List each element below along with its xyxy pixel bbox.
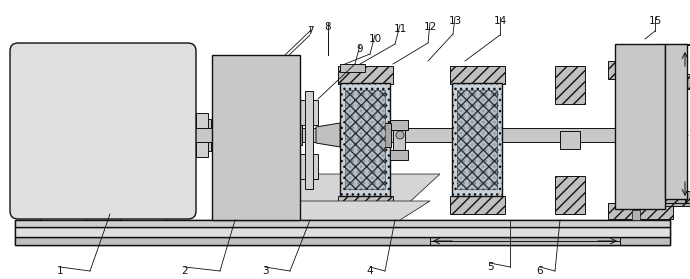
Bar bbox=[40, 208, 85, 220]
Bar bbox=[338, 66, 393, 84]
Bar bbox=[338, 196, 393, 214]
Bar bbox=[224, 107, 252, 126]
Polygon shape bbox=[258, 79, 284, 96]
Bar bbox=[193, 128, 648, 142]
Bar bbox=[292, 125, 302, 145]
Bar bbox=[615, 44, 665, 209]
Bar bbox=[555, 66, 585, 104]
Ellipse shape bbox=[396, 131, 404, 139]
Polygon shape bbox=[222, 107, 248, 124]
Bar bbox=[555, 176, 585, 214]
Text: 8: 8 bbox=[325, 22, 331, 32]
Bar bbox=[393, 126, 405, 154]
Polygon shape bbox=[222, 105, 248, 122]
Bar bbox=[15, 220, 670, 245]
Text: 15: 15 bbox=[649, 16, 662, 26]
Bar bbox=[120, 208, 165, 220]
Bar bbox=[452, 83, 502, 196]
Bar bbox=[222, 210, 230, 220]
Bar bbox=[15, 220, 670, 227]
FancyBboxPatch shape bbox=[10, 43, 196, 219]
Text: 14: 14 bbox=[493, 16, 506, 26]
Bar bbox=[660, 74, 690, 89]
Polygon shape bbox=[222, 77, 248, 94]
Polygon shape bbox=[258, 105, 284, 122]
Bar bbox=[236, 128, 252, 144]
Bar bbox=[300, 154, 318, 179]
Bar bbox=[340, 83, 390, 196]
Bar bbox=[345, 90, 385, 189]
Bar bbox=[560, 131, 580, 149]
Bar bbox=[390, 120, 408, 130]
Text: 11: 11 bbox=[393, 24, 406, 34]
Bar bbox=[15, 227, 670, 237]
Bar bbox=[625, 104, 653, 124]
Text: 7: 7 bbox=[306, 26, 313, 36]
Text: 6: 6 bbox=[537, 266, 543, 276]
Bar bbox=[608, 203, 673, 219]
Bar bbox=[621, 50, 659, 203]
Polygon shape bbox=[222, 79, 248, 96]
Bar bbox=[305, 91, 313, 189]
Polygon shape bbox=[300, 174, 440, 220]
Bar bbox=[15, 237, 670, 245]
Bar bbox=[457, 90, 497, 189]
Bar bbox=[668, 48, 682, 195]
Polygon shape bbox=[258, 77, 284, 94]
Bar bbox=[212, 55, 300, 220]
Bar bbox=[665, 44, 687, 199]
Bar bbox=[660, 191, 690, 206]
Bar bbox=[450, 196, 505, 214]
Text: 2: 2 bbox=[181, 266, 188, 276]
Bar bbox=[264, 72, 292, 91]
Bar bbox=[390, 150, 408, 160]
Bar bbox=[450, 66, 505, 84]
Bar bbox=[224, 72, 252, 91]
Bar bbox=[381, 123, 391, 147]
Text: 13: 13 bbox=[448, 16, 462, 26]
Bar bbox=[625, 76, 653, 96]
Text: 4: 4 bbox=[366, 266, 373, 276]
Bar bbox=[340, 64, 365, 72]
Text: 9: 9 bbox=[357, 44, 364, 54]
Bar bbox=[230, 214, 233, 220]
Bar bbox=[264, 107, 292, 126]
Bar bbox=[340, 208, 365, 216]
Polygon shape bbox=[316, 123, 340, 147]
Polygon shape bbox=[258, 107, 284, 124]
Bar bbox=[218, 61, 294, 214]
Bar bbox=[193, 119, 211, 151]
Text: 12: 12 bbox=[424, 22, 437, 32]
Bar bbox=[300, 100, 318, 125]
Bar bbox=[632, 210, 640, 220]
Polygon shape bbox=[300, 201, 390, 220]
Text: 3: 3 bbox=[262, 266, 268, 276]
Text: 1: 1 bbox=[57, 266, 63, 276]
Text: 10: 10 bbox=[368, 34, 382, 44]
Text: 5: 5 bbox=[486, 262, 493, 272]
Bar bbox=[608, 61, 673, 79]
Bar bbox=[196, 113, 208, 157]
Polygon shape bbox=[295, 201, 430, 220]
